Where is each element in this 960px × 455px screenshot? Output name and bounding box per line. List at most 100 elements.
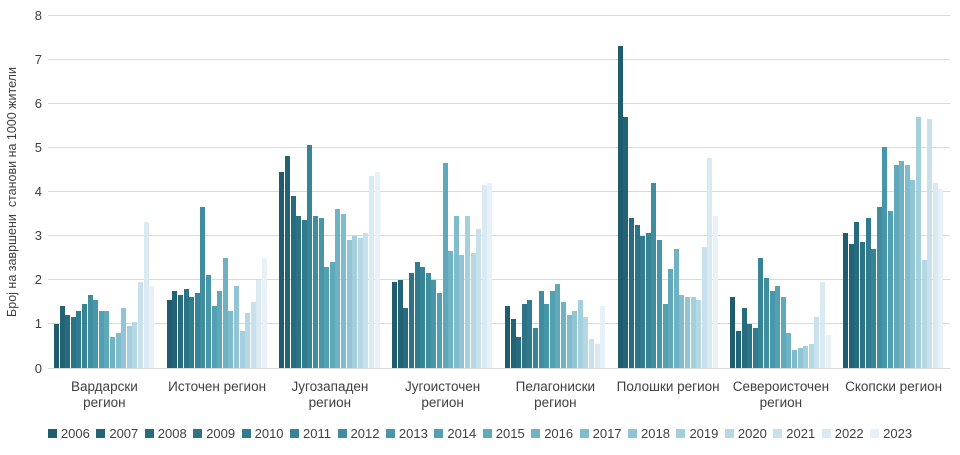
bar-2008-Вардарски регион xyxy=(65,315,71,368)
legend-swatch-icon xyxy=(290,429,300,438)
gridline-y-1 xyxy=(48,323,950,325)
bar-2011-Полошки регион xyxy=(645,233,651,368)
bar-2016-Југоисточен регион xyxy=(448,251,454,368)
bar-2020-Полошки регион xyxy=(696,299,702,368)
bar-2019-Североисточен регион xyxy=(803,345,809,368)
legend-swatch-icon xyxy=(241,429,251,438)
bar-2015-Скопски регион xyxy=(893,165,899,368)
bar-2008-Пелагониски регион xyxy=(516,337,522,368)
bar-2007-Југоисточен регион xyxy=(397,279,403,368)
y-tick-label-0: 0 xyxy=(34,360,42,376)
legend-item-2022: 2022 xyxy=(821,426,864,441)
x-category-label: Полошки регион xyxy=(616,379,720,394)
legend-label: 2015 xyxy=(495,426,525,441)
x-axis-labels: Вардарски регион Источен регион Југозападен… xyxy=(48,379,950,421)
bar-2023-Полошки регион xyxy=(712,215,718,368)
legend-swatch-icon xyxy=(47,429,57,438)
bar-2010-Југоисточен регион xyxy=(414,262,420,368)
bar-2007-Југозападен регион xyxy=(285,156,291,368)
legend-swatch-icon xyxy=(579,429,589,438)
bar-2017-Североисточен регион xyxy=(792,350,798,368)
legend-label: 2018 xyxy=(641,426,670,441)
bar-2014-Полошки регион xyxy=(662,304,668,368)
x-category-label: Југоисточен регион xyxy=(405,379,481,410)
bar-2016-Југозападен регион xyxy=(335,209,341,368)
bar-2013-Пелагониски регион xyxy=(544,304,550,368)
legend-label: 2008 xyxy=(157,426,187,441)
legend-label: 2014 xyxy=(447,426,477,441)
legend-label: 2009 xyxy=(206,426,236,441)
y-tick-label-4: 4 xyxy=(34,184,42,199)
bar-2021-Југоисточен регион xyxy=(476,229,482,368)
x-category-label: Југозападен регион xyxy=(291,379,369,410)
bar-2020-Југозападен регион xyxy=(357,237,363,368)
bar-2018-Пелагониски регион xyxy=(572,310,578,368)
bar-2012-Југозападен регион xyxy=(313,215,319,368)
gridline-y-0 xyxy=(48,367,950,369)
legend-item-2011: 2011 xyxy=(290,426,331,441)
bar-2009-Полошки регион xyxy=(634,224,640,368)
bar-2013-Вардарски регион xyxy=(93,299,99,368)
bar-2013-Југозападен регион xyxy=(318,217,324,368)
x-category-label: Скопски регион xyxy=(845,379,943,394)
legend-swatch-icon xyxy=(385,429,395,438)
legend-swatch-icon xyxy=(724,429,734,438)
bar-2022-Скопски регион xyxy=(932,182,938,368)
bar-2023-Пелагониски регион xyxy=(600,306,606,368)
bar-2015-Пелагониски регион xyxy=(555,284,561,368)
bar-2009-Скопски регион xyxy=(860,242,866,368)
legend-label: 2011 xyxy=(303,426,331,441)
bar-2018-Полошки регион xyxy=(684,297,690,368)
bar-2018-Југозападен регион xyxy=(346,240,352,368)
bar-2006-Југозападен регион xyxy=(279,171,285,368)
bar-2010-Полошки регион xyxy=(640,235,646,368)
bar-2022-Југозападен регион xyxy=(369,176,375,368)
bar-2010-Вардарски регион xyxy=(76,310,82,368)
bar-2016-Скопски регион xyxy=(899,160,905,368)
legend-item-2010: 2010 xyxy=(241,426,284,441)
legend-item-2009: 2009 xyxy=(193,426,235,441)
legend-label: 2016 xyxy=(544,426,574,441)
bar-2013-Североисточен регион xyxy=(769,290,775,368)
bar-2017-Полошки регион xyxy=(679,295,685,368)
bar-2015-Североисточен регион xyxy=(780,297,786,368)
bar-2011-Источен регион xyxy=(194,293,200,368)
bar-2021-Скопски регион xyxy=(927,118,933,368)
gridline-y-5 xyxy=(48,146,950,148)
x-category-label: Пелагониски регион xyxy=(515,379,596,410)
bar-2016-Вардарски регион xyxy=(109,337,115,368)
legend-item-2018: 2018 xyxy=(628,426,670,441)
bar-2009-Источен регион xyxy=(183,288,189,368)
y-tick-label-8: 8 xyxy=(34,7,42,23)
bar-2023-Источен регион xyxy=(261,257,267,368)
bar-2006-Пелагониски регион xyxy=(504,306,510,368)
bar-2022-Источен регион xyxy=(256,279,262,368)
bar-2013-Скопски регион xyxy=(882,147,888,368)
bar-2022-Вардарски регион xyxy=(143,222,149,368)
legend-label: 2021 xyxy=(786,426,816,441)
bar-2009-Југоисточен регион xyxy=(409,273,415,368)
bar-2007-Скопски регион xyxy=(848,244,854,368)
bar-2013-Источен регион xyxy=(205,275,211,368)
gridline-y-6 xyxy=(48,102,950,104)
bar-2018-Скопски регион xyxy=(910,180,916,368)
bar-2016-Пелагониски регион xyxy=(560,301,566,368)
bar-2007-Источен регион xyxy=(172,290,178,368)
legend-item-2023: 2023 xyxy=(870,426,912,441)
y-tick-label-3: 3 xyxy=(34,228,42,244)
legend-swatch-icon xyxy=(337,429,347,438)
legend-label: 2017 xyxy=(592,426,622,441)
bar-2017-Скопски регион xyxy=(904,165,910,368)
bar-2016-Североисточен регион xyxy=(786,332,792,368)
bar-2010-Скопски регион xyxy=(865,217,871,368)
legend-swatch-icon xyxy=(676,429,686,438)
bar-2015-Југозападен регион xyxy=(329,262,335,368)
bar-2021-Пелагониски регион xyxy=(588,339,594,368)
gridline-y-4 xyxy=(48,191,950,192)
bar-2008-Полошки регион xyxy=(628,217,634,368)
bar-2023-Вардарски регион xyxy=(149,286,155,368)
bar-2012-Југоисточен регион xyxy=(425,273,431,368)
x-category-label: Источен регион xyxy=(168,379,267,394)
bar-2010-Југозападен регион xyxy=(301,220,307,368)
bar-2016-Полошки регион xyxy=(673,248,679,368)
